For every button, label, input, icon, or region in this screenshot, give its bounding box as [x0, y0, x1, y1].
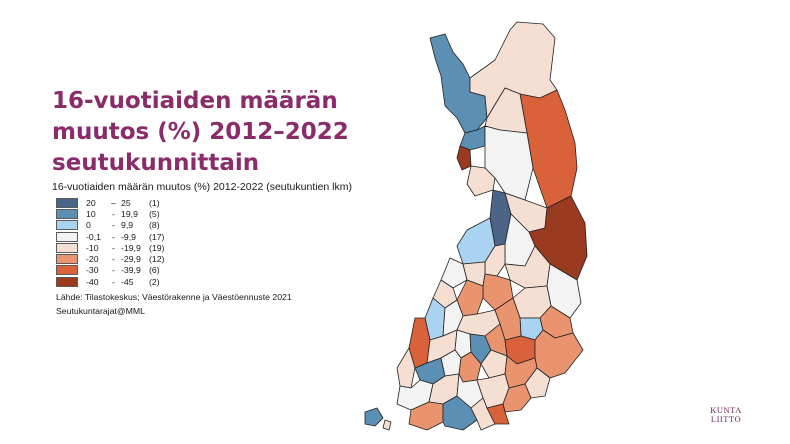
map-region	[442, 395, 478, 431]
legend-count: (19)	[149, 242, 165, 253]
legend-to: -19,9	[121, 242, 141, 253]
legend-row: -40 - -45 (2)	[56, 276, 382, 287]
legend-count: (17)	[149, 231, 165, 242]
legend-dash: -	[112, 220, 115, 231]
finland-subregion-map	[364, 21, 588, 431]
legend-from: -20	[86, 254, 99, 265]
legend-from: -0,1	[86, 231, 101, 242]
legend-to: -9,9	[121, 231, 136, 242]
legend-to: 9,9	[121, 220, 134, 231]
legend-dash: -	[112, 254, 115, 265]
map-legend: 16-vuotiaiden määrän muutos (%) 2012-202…	[52, 181, 382, 318]
legend-from: 0	[86, 220, 91, 231]
kuntaliitto-logo: KUNTA LIITTO	[704, 406, 748, 424]
legend-to: 19,9	[121, 208, 138, 219]
legend-row: -20 - -29,9 (12)	[56, 253, 382, 265]
legend-row: -30 - -39,9 (6)	[56, 265, 382, 276]
legend-count: (8)	[149, 220, 160, 231]
legend-dash: -	[112, 231, 115, 242]
map-region	[440, 257, 468, 289]
legend-to: -39,9	[121, 265, 141, 276]
source-line: Lähde: Tilastokeskus; Väestörakenne ja V…	[56, 292, 292, 303]
legend-dash: -	[112, 242, 115, 253]
map-region	[524, 367, 551, 399]
legend-row: 10 -19,9 (5)	[56, 208, 382, 219]
legend-count: (1)	[149, 197, 160, 208]
legend-count: (12)	[149, 254, 165, 265]
legend-swatch	[56, 208, 78, 219]
legend-to: 25	[121, 197, 131, 208]
map-region	[364, 407, 384, 427]
map-region	[382, 419, 392, 431]
legend-row: -0,1- -9,9 (17)	[56, 231, 382, 242]
legend-count: (6)	[149, 265, 160, 276]
legend-from: -10	[86, 242, 99, 253]
map-region	[456, 145, 472, 171]
legend-count: (5)	[149, 208, 160, 219]
logo-line: KUNTA	[710, 405, 742, 415]
legend-row: 0 -9,9 (8)	[56, 220, 382, 231]
legend-dash: –	[111, 197, 116, 208]
legend-row: -10 - -19,9 (19)	[56, 242, 382, 253]
page-title: 16-vuotiaiden määrän muutos (%) 2012–202…	[52, 88, 349, 176]
legend-swatch	[56, 242, 78, 253]
map-region	[486, 403, 510, 425]
legend-rows: 20–25 (1) 10-19,9 (5) 0-9,9 (8) -0,1- -9,9 (17) -…	[52, 197, 382, 287]
legend-dash: -	[112, 276, 115, 287]
legend-swatch	[56, 220, 78, 231]
logo-line: LIITTO	[710, 414, 742, 424]
source-line: Seutukuntarajat@MML	[56, 306, 145, 317]
legend-swatch	[56, 276, 78, 287]
legend-from: 20	[86, 197, 96, 208]
legend-swatch	[56, 254, 78, 265]
legend-from: -40	[86, 276, 99, 287]
legend-from: 10	[86, 208, 96, 219]
legend-to: -29,9	[121, 254, 141, 265]
source-note: Lähde: Tilastokeskus; Väestörakenne ja V…	[56, 290, 382, 318]
legend-title: 16-vuotiaiden määrän muutos (%) 2012-202…	[52, 181, 352, 193]
legend-swatch	[56, 197, 78, 208]
legend-to: -45	[121, 276, 134, 287]
legend-swatch	[56, 231, 78, 242]
legend-swatch	[56, 265, 78, 276]
legend-count: (2)	[149, 276, 160, 287]
map-region	[534, 329, 584, 379]
legend-row: 20 –25 (1)	[56, 197, 382, 208]
legend-dash: -	[112, 265, 115, 276]
legend-from: -30	[86, 265, 99, 276]
legend-dash: -	[112, 208, 115, 219]
